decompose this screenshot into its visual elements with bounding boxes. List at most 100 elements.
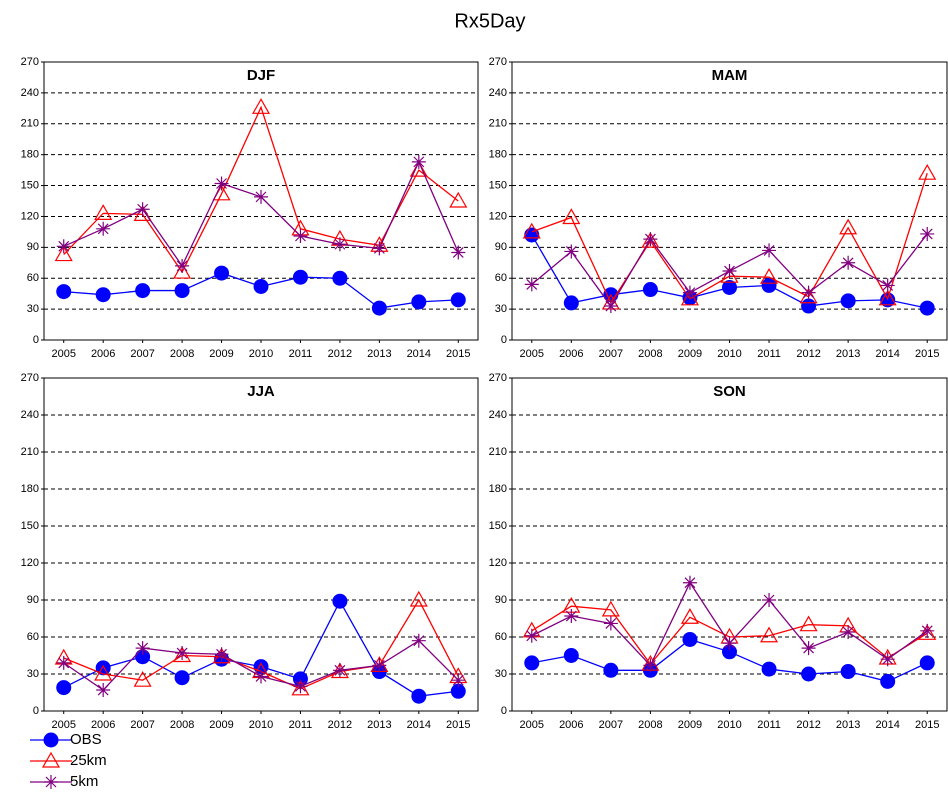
data-point <box>451 245 466 260</box>
plot-frame <box>43 377 479 712</box>
y-tick-label: 210 <box>21 118 39 130</box>
chart-title: Rx5Day <box>454 10 525 32</box>
x-tick-label: 2005 <box>51 348 75 360</box>
plot-frame <box>511 377 948 712</box>
data-point <box>564 609 579 624</box>
y-tick-label: 30 <box>495 668 507 680</box>
data-point <box>95 660 111 676</box>
y-tick-label: 60 <box>495 272 507 284</box>
data-point <box>562 208 581 225</box>
data-point <box>680 289 699 306</box>
y-tick-label: 180 <box>21 483 39 495</box>
data-point <box>801 298 817 314</box>
data-point <box>880 278 895 293</box>
data-point <box>372 241 387 256</box>
x-tick-label: 2007 <box>130 348 154 360</box>
data-point <box>762 243 777 258</box>
y-tick-label: 30 <box>27 668 39 680</box>
data-point <box>761 277 777 293</box>
data-point <box>135 641 150 656</box>
y-tick-label: 150 <box>489 520 507 532</box>
data-point <box>371 300 387 316</box>
data-point <box>411 688 427 704</box>
data-point <box>920 226 935 241</box>
legend-label: 5km <box>70 773 98 790</box>
data-point <box>840 664 856 680</box>
x-tick-label: 2009 <box>678 348 702 360</box>
x-tick-label: 2012 <box>328 348 352 360</box>
data-point <box>175 646 190 661</box>
y-tick-label: 60 <box>27 272 39 284</box>
data-point <box>411 633 426 648</box>
x-tick-label: 2007 <box>130 719 154 731</box>
x-tick-label: 2009 <box>209 719 233 731</box>
y-tick-label: 240 <box>489 409 507 421</box>
x-tick-label: 2014 <box>407 719 431 731</box>
y-tick-label: 270 <box>489 372 507 384</box>
x-tick-label: 2006 <box>91 719 115 731</box>
x-tick-label: 2012 <box>796 348 820 360</box>
x-tick-label: 2015 <box>915 348 939 360</box>
data-point <box>524 655 540 671</box>
data-point <box>801 641 816 656</box>
x-tick-label: 2015 <box>446 348 470 360</box>
data-point <box>722 279 737 295</box>
data-point <box>173 262 192 279</box>
data-point <box>133 670 152 687</box>
x-tick-label: 2014 <box>875 348 899 360</box>
x-tick-label: 2013 <box>367 719 391 731</box>
data-point <box>839 218 858 235</box>
data-point <box>332 237 347 252</box>
data-point <box>601 600 620 617</box>
data-point <box>841 255 856 270</box>
data-point <box>56 239 71 254</box>
y-tick-label: 60 <box>495 631 507 643</box>
x-tick-label: 2011 <box>289 348 313 360</box>
data-point <box>643 232 658 247</box>
x-tick-label: 2006 <box>559 719 583 731</box>
data-point <box>174 670 190 686</box>
x-tick-label: 2010 <box>717 348 741 360</box>
data-point <box>643 658 658 673</box>
y-tick-label: 90 <box>495 241 507 253</box>
y-tick-label: 270 <box>21 56 39 68</box>
data-point <box>293 679 308 694</box>
data-point <box>722 264 737 279</box>
data-point <box>880 652 895 667</box>
data-point <box>524 628 539 643</box>
data-point <box>135 283 151 299</box>
x-tick-label: 2008 <box>170 719 194 731</box>
data-point <box>96 683 111 698</box>
y-tick-label: 210 <box>489 118 507 130</box>
data-point <box>94 204 113 220</box>
y-tick-label: 180 <box>489 483 507 495</box>
y-tick-label: 120 <box>489 557 507 569</box>
y-tick-label: 120 <box>21 210 39 222</box>
y-tick-label: 210 <box>489 446 507 458</box>
data-point <box>840 293 856 309</box>
x-tick-label: 2010 <box>717 719 741 731</box>
data-point <box>880 673 896 689</box>
data-point <box>293 229 308 244</box>
data-point <box>254 669 268 684</box>
data-point <box>760 626 779 643</box>
legend-marker <box>41 751 61 768</box>
data-point <box>680 608 699 624</box>
data-point <box>450 292 466 308</box>
data-point <box>918 163 937 180</box>
data-point <box>524 277 539 292</box>
data-point <box>409 590 428 607</box>
x-tick-label: 2005 <box>51 719 75 731</box>
x-tick-label: 2012 <box>328 719 352 731</box>
y-tick-label: 240 <box>21 87 39 99</box>
data-point <box>292 269 308 285</box>
y-tick-label: 150 <box>489 179 507 191</box>
data-point <box>332 270 348 286</box>
legend-label: 25km <box>70 752 107 769</box>
data-point <box>135 202 150 217</box>
x-tick-label: 2014 <box>875 719 899 731</box>
x-tick-label: 2012 <box>796 719 820 731</box>
data-point <box>251 98 271 114</box>
x-tick-label: 2006 <box>559 348 583 360</box>
panel-title: MAM <box>712 67 748 84</box>
